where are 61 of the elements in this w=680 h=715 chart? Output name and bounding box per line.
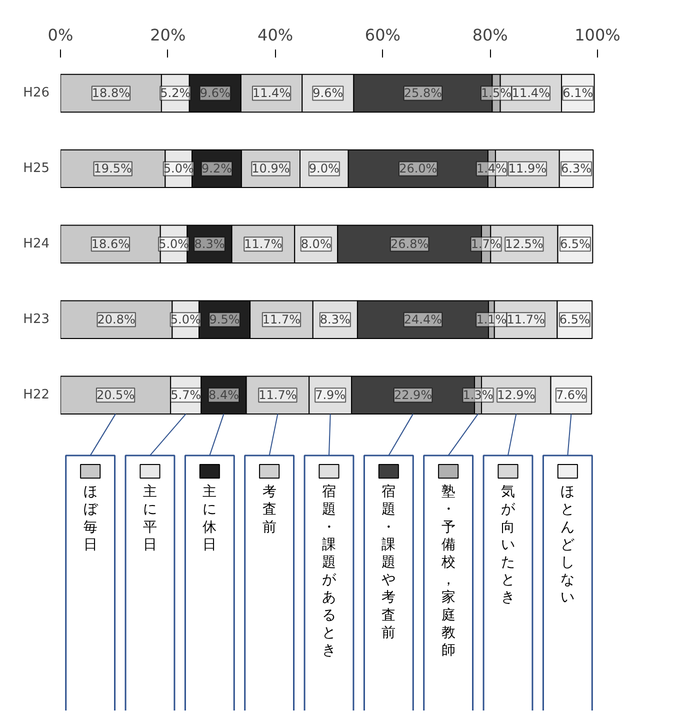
data-label: 1.1% [476,312,507,327]
y-tick-label: H23 [23,312,50,328]
data-label: 20.8% [97,312,136,327]
legend-label: ほとんどしない [560,484,575,606]
data-label: 1.7% [470,237,502,252]
x-tick-label: 60% [364,26,400,44]
data-label: 26.8% [390,237,429,252]
text: 宿題・課題があるとき [322,484,336,659]
data-label: 18.6% [91,237,130,252]
legend-label: 主に平日 [143,484,157,553]
legend-label: ほぼ毎日 [83,484,98,553]
x-tick-label: 100% [574,26,620,44]
legend-label: 考査前 [262,484,276,536]
data-label: 8.0% [300,237,332,252]
data-label: 8.3% [320,312,350,327]
data-label: 6.5% [560,237,590,252]
data-label: 11.7% [258,388,297,402]
x-tick-label: 80% [472,26,508,44]
text: 宿題・課題や考査前 [382,484,396,641]
data-label: 11.7% [262,312,301,327]
data-label: 12.9% [497,388,536,402]
data-label: 5.7% [170,388,202,402]
data-label: 8.4% [208,388,240,402]
data-label: 9.5% [209,312,240,327]
data-label: 20.5% [96,388,135,402]
legend-label: 気が向いたとき [501,484,516,606]
data-label: 11.4% [512,86,550,100]
data-label: 7.6% [556,388,586,402]
data-label: 26.0% [399,162,438,176]
y-tick-label: H26 [23,86,50,101]
data-label: 11.7% [506,312,545,327]
y-tick-label: H25 [23,161,50,176]
data-label: 1.4% [476,162,507,176]
data-label: 11.9% [508,162,546,176]
data-label: 22.9% [394,388,432,402]
data-label: 6.3% [561,162,592,176]
x-tick-label: 0% [48,26,74,44]
data-label: 6.1% [562,86,594,100]
data-label: 9.2% [202,162,232,176]
data-label: 7.9% [315,388,346,402]
y-tick-label: H24 [23,236,50,252]
text: 塾・予備校，家庭教師 [441,484,456,659]
data-label: 10.9% [252,162,290,176]
data-label: 18.8% [92,86,130,100]
data-label: 19.5% [94,162,132,176]
data-label: 11.7% [244,237,282,252]
data-label: 11.4% [252,86,291,100]
data-label: 9.6% [200,86,230,100]
data-label: 8.3% [194,237,225,252]
legend-label: 主に休日 [202,484,217,553]
data-label: 9.6% [312,86,344,100]
data-label: 12.5% [505,237,544,252]
data-label: 1.5% [481,86,512,100]
x-tick-label: 20% [150,26,186,44]
data-label: 25.8% [404,86,442,100]
x-tick-label: 40% [258,26,294,44]
data-label: 1.3% [462,388,494,402]
data-label: 6.5% [559,312,590,327]
data-label: 9.0% [308,162,340,176]
y-tick-label: H22 [23,388,50,403]
data-label: 24.4% [404,312,442,327]
